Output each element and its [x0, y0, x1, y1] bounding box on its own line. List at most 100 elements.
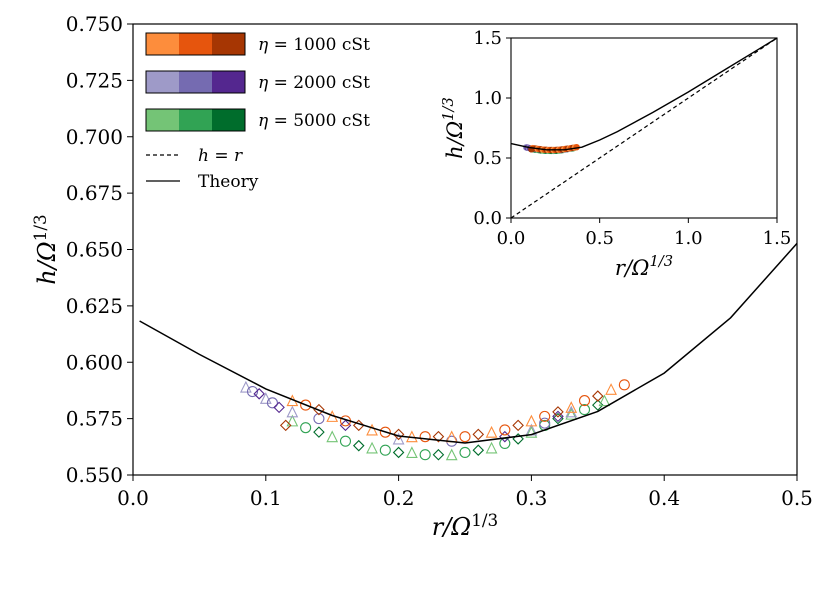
- data-point: [578, 404, 591, 416]
- data-point: [592, 399, 604, 411]
- y-tick-label: 0.575: [66, 407, 123, 431]
- data-point: [392, 446, 405, 459]
- y-tick-label: 0.700: [66, 125, 123, 149]
- x-tick-label: 0.0: [117, 486, 149, 510]
- data-point: [459, 431, 471, 443]
- inset-h-equals-r-line: [510, 37, 778, 219]
- x-tick-label: 0.5: [781, 486, 813, 510]
- data-point: [313, 403, 325, 416]
- y-tick-label: 0.600: [66, 350, 123, 374]
- x-axis-title: r/Ω1/3: [432, 510, 498, 541]
- data-point: [279, 419, 292, 432]
- inset-y-tick-label: 0.5: [473, 148, 502, 169]
- legend-swatch: [212, 71, 245, 93]
- data-point: [432, 430, 445, 443]
- legend-label: η = 5000 cSt: [258, 111, 370, 131]
- data-point: [552, 412, 564, 425]
- data-point: [552, 410, 564, 423]
- inset-x-tick-label: 0.0: [497, 228, 526, 249]
- data-point: [472, 444, 485, 456]
- data-point: [445, 448, 458, 461]
- legend-swatch-border: [145, 70, 246, 94]
- y-tick-label: 0.650: [66, 238, 123, 262]
- legend-label: η = 1000 cSt: [258, 35, 370, 55]
- data-point: [352, 419, 365, 432]
- data-point: [313, 413, 325, 425]
- legend-swatch-border: [145, 32, 246, 56]
- inset-x-tick-label: 0.5: [585, 228, 614, 249]
- legend: η = 1000 cSt η = 2000 cSt η = 5000 cSt h = …: [145, 32, 370, 192]
- inset-y-tick-label: 1.0: [473, 88, 502, 109]
- data-point: [592, 390, 604, 402]
- data-point: [339, 419, 352, 432]
- y-tick-label: 0.550: [66, 463, 123, 487]
- data-point: [525, 425, 538, 438]
- legend-label: η = 2000 cSt: [258, 73, 370, 93]
- legend-swatch: [179, 33, 212, 55]
- series-5000-cst: [286, 394, 611, 461]
- data-point: [472, 428, 485, 441]
- data-point: [499, 430, 511, 443]
- theory-curve: [139, 242, 798, 444]
- data-point: [565, 407, 578, 420]
- data-point: [366, 423, 378, 436]
- data-point: [352, 439, 365, 452]
- legend-swatch: [212, 33, 245, 55]
- data-point: [405, 446, 418, 459]
- data-point: [392, 428, 405, 441]
- inset-plot: 0.0 0.5 1.0 1.5 0.0 0.5 1.0 1.5 r/Ω1/3 h/Ω1/3: [440, 28, 791, 280]
- legend-swatch: [146, 33, 179, 55]
- legend-swatch: [179, 109, 212, 131]
- legend-swatch: [146, 109, 179, 131]
- data-point: [618, 379, 630, 391]
- data-point: [499, 424, 511, 436]
- data-point: [485, 425, 498, 438]
- data-point: [379, 444, 391, 456]
- inset-theory-curve: [510, 37, 778, 151]
- data-point: [539, 410, 551, 422]
- data-point: [286, 405, 299, 418]
- data-point: [419, 431, 431, 443]
- data-point: [339, 435, 352, 447]
- data-point: [598, 394, 611, 407]
- data-point: [605, 383, 617, 395]
- x-tick-label: 0.2: [383, 486, 415, 510]
- x-tick-label: 0.4: [648, 486, 680, 510]
- data-point: [313, 426, 325, 438]
- data-point: [300, 422, 312, 434]
- data-point: [286, 414, 299, 427]
- inset-x-axis-title: r/Ω1/3: [615, 253, 673, 280]
- legend-label: h = r: [198, 146, 243, 166]
- inset-y-tick-label: 1.5: [473, 28, 502, 49]
- data-point: [253, 388, 265, 400]
- data-point: [432, 448, 445, 461]
- data-point: [246, 386, 259, 398]
- y-tick-label: 0.625: [66, 294, 123, 318]
- data-point: [366, 441, 378, 454]
- data-point: [578, 395, 591, 407]
- main-axes: 0.0 0.1 0.2 0.3 0.4 0.5 0.550 0.575 0.600 0.625 0.…: [30, 12, 813, 541]
- legend-swatch: [212, 109, 245, 131]
- inset-y-tick-label: 0.0: [473, 208, 502, 229]
- data-point: [525, 414, 538, 427]
- data-point: [552, 406, 564, 418]
- main-data-marks: [139, 242, 798, 461]
- inset-y-axis-title: h/Ω1/3: [440, 97, 467, 159]
- data-point: [499, 437, 511, 449]
- data-point: [259, 392, 272, 404]
- data-point: [300, 399, 312, 411]
- x-tick-label: 0.3: [515, 486, 547, 510]
- data-point: [273, 401, 285, 414]
- inset-x-tick-label: 1.0: [674, 228, 703, 249]
- legend-swatch-border: [145, 108, 246, 132]
- inset-x-tick-label: 1.5: [763, 228, 792, 249]
- y-tick-label: 0.750: [66, 12, 123, 36]
- data-point: [485, 441, 498, 454]
- data-point: [419, 449, 431, 461]
- y-tick-label: 0.725: [66, 68, 123, 92]
- legend-swatch: [179, 71, 212, 93]
- legend-swatch: [146, 71, 179, 93]
- data-point: [565, 401, 578, 413]
- data-point: [392, 432, 405, 445]
- data-point: [512, 419, 524, 432]
